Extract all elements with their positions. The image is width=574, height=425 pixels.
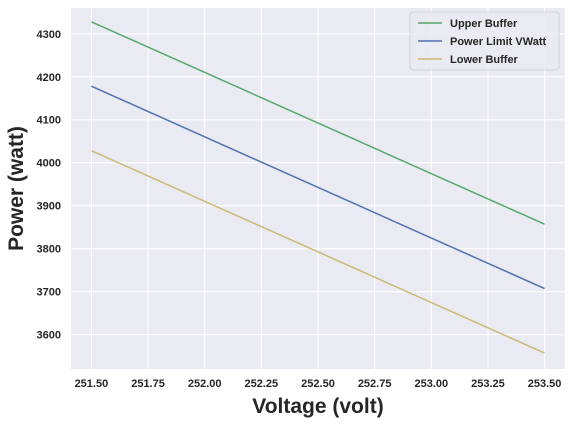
- y-tick-label: 3900: [37, 201, 61, 213]
- y-tick-label: 3600: [37, 330, 61, 342]
- y-axis-ticks: 3600 3700 3800 3900 4000 4100 4200 4300: [37, 29, 61, 342]
- series-lines: [91, 21, 545, 354]
- x-tick-label: 253.50: [528, 378, 562, 390]
- x-tick-label: 252.75: [358, 378, 392, 390]
- x-tick-label: 251.75: [131, 378, 165, 390]
- y-axis-label: Power (watt): [5, 126, 28, 251]
- x-tick-label: 253.00: [414, 378, 448, 390]
- legend: Upper Buffer Power Limit VWatt Lower Buffe…: [409, 11, 560, 71]
- series-line-0: [91, 21, 545, 225]
- x-axis-ticks: 251.50 251.75 252.00 252.25 252.50 252.75 253.…: [75, 378, 562, 390]
- y-tick-label: 3700: [37, 287, 61, 299]
- y-tick-label: 3800: [37, 244, 61, 256]
- y-tick-label: 4100: [37, 115, 61, 127]
- x-tick-label: 252.25: [245, 378, 279, 390]
- x-tick-label: 251.50: [75, 378, 109, 390]
- x-tick-label: 252.50: [301, 378, 335, 390]
- x-tick-label: 252.00: [188, 378, 222, 390]
- legend-entry-label: Power Limit VWatt: [450, 36, 546, 48]
- y-tick-label: 4200: [37, 72, 61, 84]
- legend-entry-label: Lower Buffer: [450, 54, 519, 66]
- series-line-2: [91, 150, 545, 354]
- y-tick-label: 4300: [37, 29, 61, 41]
- x-tick-label: 253.25: [471, 378, 505, 390]
- legend-entry-label: Upper Buffer: [450, 18, 518, 30]
- x-axis-label: Voltage (volt): [252, 395, 383, 418]
- series-line-1: [91, 85, 545, 290]
- legend-box: [409, 11, 560, 71]
- y-tick-label: 4000: [37, 158, 61, 170]
